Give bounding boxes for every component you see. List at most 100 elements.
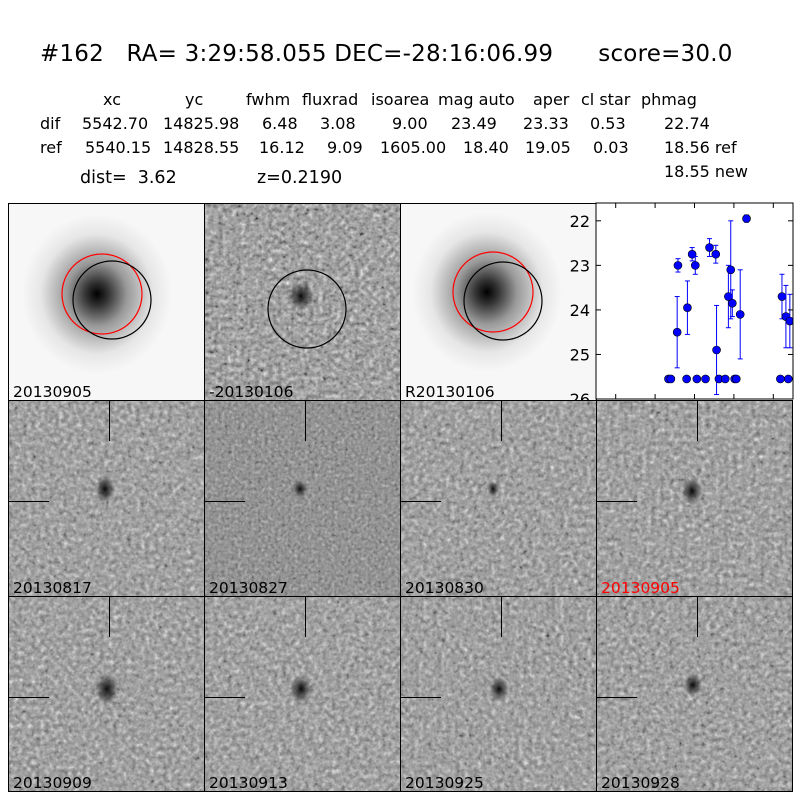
source-blob [487,481,499,497]
crosshair-vertical-tick [305,597,307,637]
data-point [726,265,736,275]
detection-circle [72,260,152,340]
y-tick-label: 25 [570,345,590,364]
crosshair-vertical-tick [697,401,699,441]
crosshair-horizontal-tick [401,501,441,503]
y-tick-label: 24 [570,301,590,320]
dif-fwhm: 6.48 [262,114,298,133]
data-point [711,249,721,259]
detection-circle [463,261,543,341]
source-blob [489,677,509,701]
data-point [742,214,751,223]
dist-value: dist= 3.62 [80,168,177,188]
panel-label: 20130909 [13,774,92,792]
data-point [785,316,793,326]
ref-isoarea: 1605.00 [380,138,447,157]
crosshair-vertical-tick [501,597,503,637]
ref-aper: 19.05 [525,138,571,157]
y-tick-label: 22 [570,212,590,231]
ref-xc: 5540.15 [85,138,152,157]
data-point [690,261,700,270]
stamp-panel: 20130817 [8,400,205,597]
stamp-panel: 20130905 [596,400,793,597]
data-point [712,345,721,355]
galaxy-image [22,214,172,374]
ref-circle [61,253,143,335]
image-panel-diff: -20130106 [204,203,401,401]
crosshair-horizontal-tick [205,501,245,503]
crosshair-vertical-tick [109,597,111,637]
panel-label: -20130106 [209,383,294,401]
crosshair-horizontal-tick [9,697,49,699]
crosshair-horizontal-tick [9,501,49,503]
source-blob [95,673,119,705]
panel-label: 20130827 [209,579,288,597]
data-point [783,374,793,384]
crosshair-horizontal-tick [205,697,245,699]
source-blob [684,673,702,697]
source-blob [293,480,307,498]
data-point [728,298,737,308]
data-point [666,374,676,384]
new-phmag: 18.55 new [664,162,748,181]
col-header-fluxrad: fluxrad [302,90,359,109]
crosshair-horizontal-tick [597,501,637,503]
detection-circle [267,269,347,349]
dif-xc: 5542.70 [82,114,149,133]
row-label-ref: ref [40,138,62,157]
stamp-panel: 20130830 [400,400,597,597]
stamp-panel: 20130925 [400,596,597,792]
dif-fluxrad: 3.08 [320,114,356,133]
source-blob [95,475,115,503]
data-point [731,374,741,384]
stamp-panel: 20130913 [204,596,401,792]
crosshair-vertical-tick [305,401,307,441]
panel-label: 20130817 [13,579,92,597]
light-curve-chart: 2223242526−100−50050100 [570,202,794,422]
crosshair-vertical-tick [697,597,699,637]
ref-cl-star: 0.03 [593,138,629,157]
image-panel-ref: R20130106 [400,203,597,401]
stamp-panel: 20130827 [204,400,401,597]
data-point [720,374,730,384]
panel-label: 20130913 [209,774,288,792]
stamp-panel: 20130928 [596,596,793,792]
col-header-aper: aper [533,90,570,109]
ref-circle [452,251,534,333]
ref-mag-auto: 18.40 [463,138,509,157]
crosshair-vertical-tick [109,401,111,441]
ref-yc: 14828.55 [163,138,240,157]
image-panel-new: 20130905 [8,203,205,401]
col-header-yc: yc [185,90,204,109]
galaxy-image [412,212,562,372]
panel-label: 20130928 [601,774,680,792]
col-header-isoarea: isoarea [371,90,430,109]
ref-fwhm: 16.12 [259,138,305,157]
panel-label: 20130830 [405,579,484,597]
data-point [776,374,785,384]
col-header-cl-star: cl star [581,90,631,109]
dif-phmag: 22.74 [664,114,710,133]
data-point [673,261,683,270]
source-blob [290,675,312,703]
crosshair-vertical-tick [501,401,503,441]
dif-yc: 14825.98 [163,114,240,133]
dif-aper: 23.33 [523,114,569,133]
panel-label: 20130905 [601,579,680,597]
dif-mag-auto: 23.49 [451,114,497,133]
col-header-mag-auto: mag auto [438,90,515,109]
plot-background [596,203,793,399]
dif-isoarea: 9.00 [392,114,428,133]
data-point [705,243,714,252]
data-point [692,374,702,384]
data-point [683,303,692,312]
source-blob [682,477,702,505]
row-label-dif: dif [40,114,61,133]
col-header-xc: xc [103,90,121,109]
data-point [701,374,710,384]
data-point [682,374,691,384]
y-tick-label: 23 [570,256,590,275]
redshift-value: z=0.2190 [257,168,343,188]
dif-cl-star: 0.53 [590,114,626,133]
col-header-fwhm: fwhm [246,90,291,109]
